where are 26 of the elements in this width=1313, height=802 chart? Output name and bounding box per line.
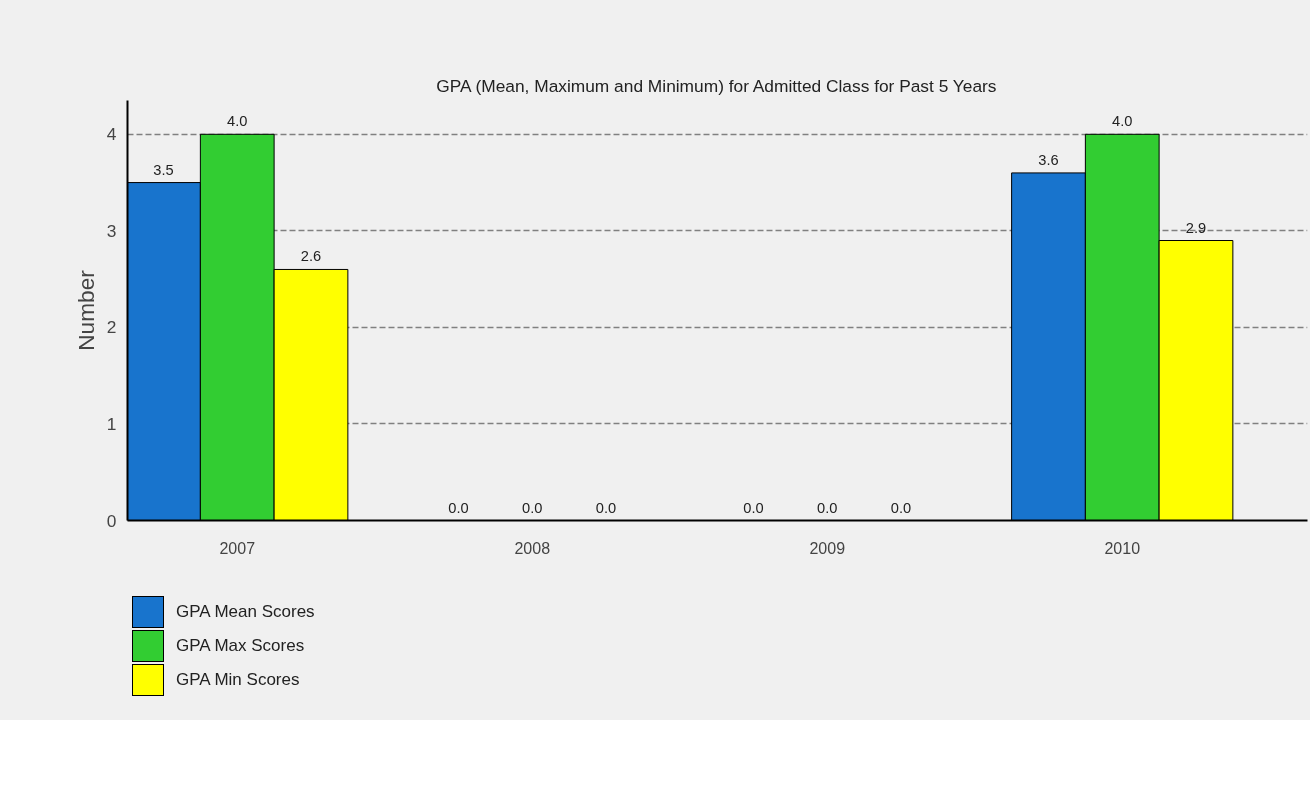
chart-title: GPA (Mean, Maximum and Minimum) for Admitted Class for Past 5 Years [436,75,997,96]
y-tick-label: 3 [106,220,117,241]
x-tick-label: 2010 [1104,539,1141,557]
y-tick-label: 1 [106,413,117,434]
x-tick-label: 2008 [514,539,551,557]
data-label: 0.0 [743,499,764,516]
x-tick-label: 2009 [809,539,846,557]
data-label: 0.0 [522,499,543,516]
data-label: 2.6 [300,248,322,265]
y-axis-title: Number [72,269,99,351]
y-tick-label: 2 [106,317,117,338]
legend-label: GPA Max Scores [176,634,305,657]
data-label: 2.9 [1185,219,1207,236]
data-label: 0.0 [595,499,617,516]
data-label: 4.0 [1112,113,1133,130]
y-tick-label: 0 [106,510,117,531]
legend-label: GPA Mean Scores [176,600,315,623]
data-label: 4.0 [227,113,248,130]
y-tick-label: 4 [106,124,117,145]
x-tick-label: 2007 [219,539,256,557]
data-label: 0.0 [448,499,469,516]
data-label: 0.0 [890,499,912,516]
data-label: 3.5 [153,161,174,178]
legend-label: GPA Min Scores [176,668,300,691]
data-label: 0.0 [817,499,838,516]
data-label: 3.6 [1038,151,1059,168]
